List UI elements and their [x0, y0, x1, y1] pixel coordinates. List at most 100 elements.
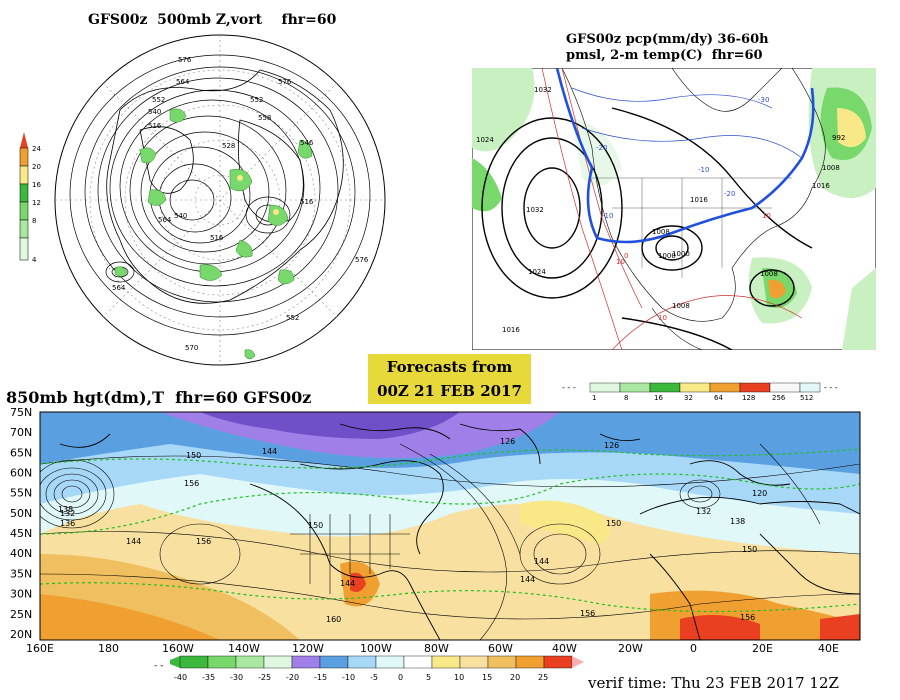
zero-degree-line	[555, 68, 815, 244]
precip-areas	[472, 68, 876, 350]
colorbar-swatch	[263, 655, 293, 669]
height-label: 156	[580, 609, 595, 618]
isotherm-label: 10	[762, 212, 771, 220]
polar-500mb-map: 24 20 16 12 8 4	[19, 34, 386, 366]
contour-label: 564	[158, 216, 172, 224]
legend-value: 20	[32, 163, 41, 171]
colorbar-swatch	[459, 655, 489, 669]
latitude-label: 75N	[10, 406, 32, 419]
isobar-label: 1032	[526, 206, 544, 214]
colorbar-end-arrow	[572, 656, 584, 668]
colorbar-swatch	[487, 655, 517, 669]
legend-value: 4	[32, 256, 37, 264]
vorticity-fill	[114, 108, 313, 360]
precip-scale-label: 256	[772, 394, 786, 402]
height-label: 138	[730, 517, 745, 526]
latitude-label: 55N	[10, 487, 32, 500]
polar-contour-labels: 576 564 552 540 516 528 564 576 552 558 546 516 576 5…	[112, 56, 369, 352]
map-frame	[39, 411, 861, 641]
verification-time: verif time: Thu 23 FEB 2017 12Z	[588, 674, 839, 692]
forecast-init-time: 00Z 21 FEB 2017	[377, 382, 522, 400]
latitude-label: 35N	[10, 567, 32, 580]
contour-label: 552	[286, 314, 299, 322]
colorbar-swatch	[291, 655, 321, 669]
colorbar-swatch	[431, 655, 461, 669]
height-label: 156	[184, 479, 199, 488]
longitude-label: 40W	[552, 642, 577, 655]
longitude-label: 160W	[162, 642, 194, 655]
isobar-label: 1024	[528, 268, 546, 276]
polar-map-title: GFS00z 500mb Z,vort fhr=60	[88, 12, 337, 28]
contour-label: 552	[152, 96, 165, 104]
longitude-label: 40E	[818, 642, 839, 655]
longitude-label: 140W	[228, 642, 260, 655]
contour-label: 540	[174, 212, 187, 220]
longitude-label: 180	[98, 642, 119, 655]
colorbar-label: -30	[230, 673, 243, 682]
temperature-bands	[40, 412, 860, 640]
isobar-label: 992	[832, 134, 845, 142]
height-label: 126	[500, 437, 515, 446]
latitude-label: 60N	[10, 467, 32, 480]
isobar-label: 1024	[476, 136, 494, 144]
isobars	[481, 107, 813, 350]
latitude-label: 50N	[10, 507, 32, 520]
height-contours-850	[40, 443, 860, 640]
bottom-850mb-map: 75N 70N 65N 60N 55N 50N 45N 40N 35N 30N 25N 20N 160…	[10, 406, 861, 682]
colorbar-swatch	[235, 655, 265, 669]
colorbar-swatch	[179, 655, 209, 669]
legend-value: 12	[32, 199, 41, 207]
longitude-label: 0	[690, 642, 697, 655]
svg-text:- - -: - - -	[824, 383, 838, 392]
colorbar-label: -10	[342, 673, 355, 682]
colorbar-label: -25	[258, 673, 271, 682]
colorbar-swatch	[403, 655, 433, 669]
temperature-colorbar: - -	[154, 656, 180, 671]
height-label: 150	[308, 521, 323, 530]
contour-label: 564	[176, 78, 190, 86]
isobar-label: 1008	[672, 302, 690, 310]
isobar-label: 1008	[652, 228, 670, 236]
isobar-label: 1016	[502, 326, 520, 334]
isotherm-label: -10	[698, 166, 709, 174]
legend-value: 16	[32, 181, 41, 189]
bottom-map-title: 850mb hgt(dm),T fhr=60 GFS00z	[6, 388, 312, 407]
colorbar-label: 20	[510, 673, 520, 682]
isotherm-label: 10	[616, 258, 625, 266]
height-contours	[69, 54, 371, 336]
height-label: 160	[326, 615, 341, 624]
colorbar-label: 15	[482, 673, 492, 682]
colorbar-label: 0	[398, 673, 403, 682]
isobar-label: 1016	[812, 182, 830, 190]
colorbar-swatch	[515, 655, 545, 669]
isobar-label: 1016	[690, 196, 708, 204]
precip-scale-label: 64	[714, 394, 723, 402]
longitude-labels: 160E 180 160W 140W 120W 100W 80W 60W 40W 20W 0 20E 4…	[26, 642, 839, 655]
isotherm-label: -10	[602, 212, 613, 220]
precip-scale-label: 128	[742, 394, 755, 402]
latitude-label: 40N	[10, 547, 32, 560]
colorbar-label: -15	[314, 673, 327, 682]
forecast-label: Forecasts from	[386, 358, 513, 376]
svg-text:- -: - -	[154, 661, 163, 671]
isobar-label: 1008	[760, 270, 778, 278]
height-label: 144	[262, 447, 277, 456]
longitude-label: 120W	[292, 642, 324, 655]
isobar-label: 1032	[534, 86, 552, 94]
contour-label: 576	[278, 78, 292, 86]
svg-text:- - -: - - -	[562, 383, 576, 392]
longitude-label: 20W	[618, 642, 643, 655]
colorbar-swatch	[543, 655, 573, 669]
isotherm-dashed	[40, 448, 860, 613]
height-label: 132	[60, 509, 75, 518]
height-label: 144	[520, 575, 535, 584]
latitude-label: 45N	[10, 527, 32, 540]
height-label: 136	[60, 519, 75, 528]
height-label: 156	[740, 613, 755, 622]
isobar-label: 1000	[658, 252, 676, 260]
isobar-label: 1000	[672, 250, 690, 258]
isotherm-label: -30	[758, 96, 769, 104]
colorbar-label: 10	[454, 673, 464, 682]
